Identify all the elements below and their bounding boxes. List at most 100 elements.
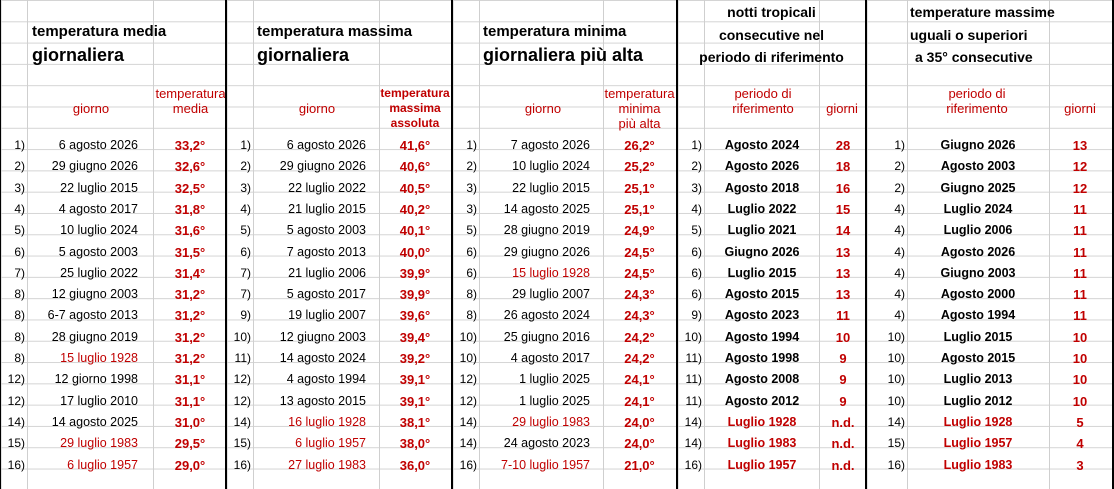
rank-cell: 1) xyxy=(691,138,702,152)
value-cell: 11 xyxy=(836,308,850,324)
value-cell: 39,1° xyxy=(399,372,431,388)
rank-cell: 15) xyxy=(887,436,905,451)
panel-title-line1: temperatura massima xyxy=(257,23,413,40)
period-cell: Luglio 2012 xyxy=(943,393,1013,408)
rank-cell: 4) xyxy=(894,201,905,216)
period-cell: 17 luglio 2010 xyxy=(60,393,138,408)
rank-cell: 5) xyxy=(240,223,251,238)
rank-cell: 12) xyxy=(7,393,25,408)
panel-title-line2: giornaliera più alta xyxy=(483,45,644,65)
period-cell: 1 luglio 2025 xyxy=(519,372,590,387)
value-cell: 36,0° xyxy=(399,457,431,473)
value-cell: 31,2° xyxy=(174,351,206,366)
period-cell: Agosto 2008 xyxy=(724,372,800,387)
value-cell: 40,2° xyxy=(399,201,431,217)
rank-cell: 3) xyxy=(466,201,477,216)
rank-cell: 3) xyxy=(240,180,251,195)
rank-cell: 12) xyxy=(233,393,251,408)
value-cell: 11 xyxy=(1073,244,1087,260)
value-cell: 38,0° xyxy=(399,436,431,452)
value-cell: 32,5° xyxy=(174,180,206,196)
period-cell: 6 luglio 1957 xyxy=(67,457,138,472)
period-cell: 7-10 luglio 1957 xyxy=(501,457,590,472)
panel-title-line1: notti tropicali xyxy=(727,4,816,20)
period-cell: 29 luglio 1983 xyxy=(60,436,138,451)
rank-cell: 14) xyxy=(459,414,477,429)
value-cell: 12 xyxy=(1072,159,1088,175)
period-cell: Luglio 1957 xyxy=(727,457,797,472)
period-cell: 6 luglio 1957 xyxy=(295,436,366,451)
value-cell: 31,2° xyxy=(174,308,206,324)
col-header-period: periodo di riferimento xyxy=(946,86,1008,116)
value-cell: 39,1° xyxy=(399,393,431,409)
rank-cell: 16) xyxy=(233,457,251,472)
value-cell: 24,0° xyxy=(624,436,655,452)
rank-cell: 4) xyxy=(894,308,905,323)
value-cell: 32,6° xyxy=(174,159,206,175)
value-cell: 24,2° xyxy=(624,351,655,366)
panel-title-line2: consecutive nel xyxy=(718,27,825,43)
value-cell: 31,2° xyxy=(174,287,206,303)
period-cell: 25 giugno 2016 xyxy=(503,329,590,344)
value-cell: 10 xyxy=(1072,351,1088,366)
period-cell: Luglio 1957 xyxy=(943,436,1013,451)
period-cell: 14 agosto 2025 xyxy=(503,201,590,216)
value-cell: 21,0° xyxy=(624,457,655,473)
period-cell: 14 agosto 2025 xyxy=(51,414,138,429)
period-cell: Luglio 2024 xyxy=(943,201,1013,216)
value-cell: 11 xyxy=(1073,265,1087,281)
period-cell: 28 giugno 2019 xyxy=(503,223,590,238)
rank-cell: 1) xyxy=(240,138,251,152)
panel-title-line3: a 35° consecutive xyxy=(915,49,1033,65)
rank-cell: 12) xyxy=(459,393,477,408)
period-cell: Agosto 2026 xyxy=(940,244,1016,259)
rank-cell: 4) xyxy=(894,244,905,259)
period-cell: Agosto 2000 xyxy=(940,287,1016,302)
value-cell: 13 xyxy=(1072,138,1088,153)
value-cell: 38,1° xyxy=(399,414,431,430)
rank-cell: 12) xyxy=(459,372,477,387)
value-cell: 24,2° xyxy=(624,329,655,345)
period-cell: 5 agosto 2003 xyxy=(58,244,138,259)
rank-cell: 14) xyxy=(459,436,477,451)
rank-cell: 10) xyxy=(233,329,251,344)
period-cell: 29 giugno 2026 xyxy=(51,159,138,174)
col-header-period: periodo di riferimento xyxy=(732,86,794,116)
rank-cell: 6) xyxy=(691,287,702,302)
col-header-day: giorno xyxy=(524,101,562,116)
rank-cell: 4) xyxy=(894,223,905,238)
col-header-value: temperatura massima assoluta xyxy=(380,86,450,130)
col-header-day: giorno xyxy=(72,101,110,116)
panel-title-line1: temperatura minima xyxy=(483,23,627,40)
period-cell: Giugno 2026 xyxy=(724,244,800,259)
period-cell: 7 agosto 2013 xyxy=(286,244,366,259)
period-cell: Luglio 1983 xyxy=(727,436,797,451)
rank-cell: 4) xyxy=(14,201,25,216)
period-cell: 5 agosto 2017 xyxy=(286,287,366,302)
panel-tropical-nights: notti tropicali consecutive nel periodo … xyxy=(678,0,867,489)
value-cell: 9 xyxy=(839,351,847,366)
value-cell: 33,2° xyxy=(174,138,206,153)
value-cell: 39,6° xyxy=(399,308,431,324)
value-cell: 39,9° xyxy=(399,265,431,281)
rank-cell: 6) xyxy=(466,265,477,280)
value-cell: 25,1° xyxy=(624,180,655,196)
period-cell: Agosto 1994 xyxy=(940,308,1016,323)
value-cell: 31,8° xyxy=(174,201,206,217)
period-cell: Agosto 2015 xyxy=(940,351,1016,365)
period-cell: Luglio 1983 xyxy=(943,457,1013,472)
rank-cell: 10) xyxy=(887,351,905,365)
value-cell: 31,1° xyxy=(174,372,206,388)
panel-title-line3: periodo di riferimento xyxy=(699,49,844,65)
value-cell: 25,2° xyxy=(624,159,655,175)
panel-title-line2: giornaliera xyxy=(32,45,125,65)
value-cell: 10 xyxy=(835,329,851,345)
rank-cell: 1) xyxy=(894,138,905,152)
rank-cell: 6) xyxy=(466,244,477,259)
period-cell: 22 luglio 2022 xyxy=(288,180,366,195)
period-cell: 25 luglio 2022 xyxy=(60,265,138,280)
value-cell: 31,1° xyxy=(174,393,206,409)
rank-cell: 16) xyxy=(459,457,477,472)
value-cell: 31,6° xyxy=(174,223,206,239)
value-cell: 24,3° xyxy=(624,287,655,303)
